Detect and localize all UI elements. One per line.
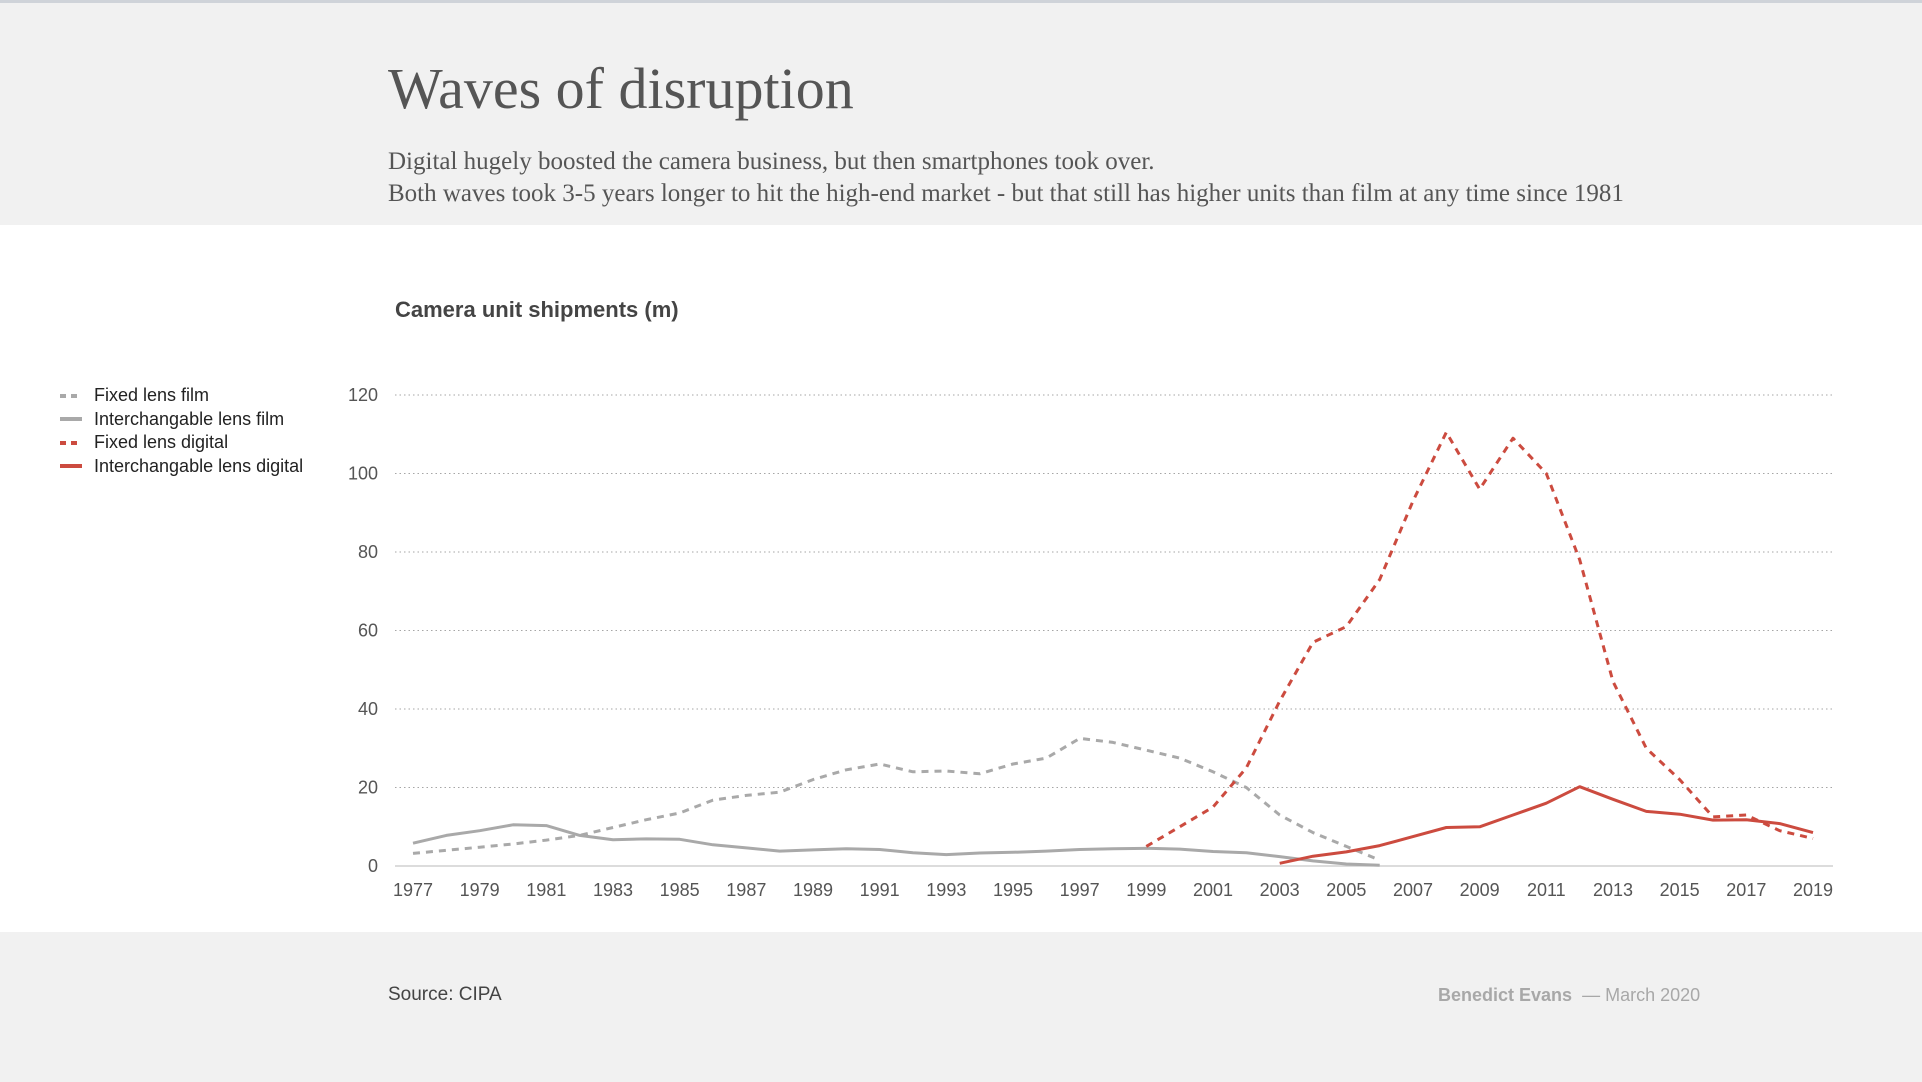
x-tick-label-2017: 2017: [1726, 880, 1766, 900]
legend-item: Fixed lens film: [60, 384, 303, 408]
subtitle-line-1: Digital hugely boosted the camera busine…: [388, 148, 1155, 175]
x-tick-label-2009: 2009: [1460, 880, 1500, 900]
x-tick-label-2003: 2003: [1260, 880, 1300, 900]
x-tick-label-1979: 1979: [460, 880, 500, 900]
x-tick-label-1997: 1997: [1060, 880, 1100, 900]
y-tick-label-60: 60: [358, 621, 378, 641]
series-line-fixed-lens-film: [412, 736, 1381, 862]
x-tick-label-1993: 1993: [926, 880, 966, 900]
legend-item: Interchangable lens digital: [60, 455, 303, 479]
x-tick-label-2005: 2005: [1326, 880, 1366, 900]
y-tick-label-0: 0: [368, 856, 378, 876]
x-tick-label-1991: 1991: [860, 880, 900, 900]
legend-item: Fixed lens digital: [60, 431, 303, 455]
publish-date: — March 2020: [1582, 985, 1701, 1005]
x-tick-label-1977: 1977: [393, 880, 433, 900]
legend-label: Interchangable lens digital: [94, 455, 304, 476]
legend-label: Fixed lens digital: [94, 432, 229, 453]
credit: Benedict Evans — March 2020: [1438, 985, 1700, 1006]
series-line-fixed-lens-digital: [1145, 430, 1814, 848]
y-tick-label-20: 20: [358, 778, 378, 798]
author-name: Benedict Evans: [1438, 985, 1573, 1005]
header-band: Waves of disruption Digital hugely boost…: [0, 0, 1922, 225]
legend-swatch: [60, 417, 82, 422]
page-title: Waves of disruption: [388, 56, 854, 121]
legend-swatch: [60, 440, 82, 445]
x-tick-label-2001: 2001: [1193, 880, 1233, 900]
x-tick-label-1987: 1987: [726, 880, 766, 900]
legend-swatch: [60, 393, 82, 398]
source-note: Source: CIPA: [388, 984, 502, 1005]
x-tick-label-1999: 1999: [1126, 880, 1166, 900]
x-tick-label-1989: 1989: [793, 880, 833, 900]
x-tick-label-1995: 1995: [993, 880, 1033, 900]
y-tick-label-80: 80: [358, 542, 378, 562]
y-tick-label-40: 40: [358, 699, 378, 719]
x-tick-label-1981: 1981: [526, 880, 566, 900]
series-line-interchangable-lens-film: [412, 823, 1380, 867]
subtitle-line-2: Both waves took 3-5 years longer to hit …: [388, 180, 1624, 207]
legend-swatch: [60, 464, 82, 469]
legend-label: Interchangable lens film: [94, 408, 285, 429]
chart-legend: Fixed lens film Interchangable lens film F…: [60, 384, 303, 478]
page-subtitle: Digital hugely boosted the camera busine…: [388, 146, 1624, 210]
y-tick-label-120: 120: [348, 385, 378, 405]
y-tick-label-100: 100: [348, 464, 378, 484]
x-tick-label-1983: 1983: [593, 880, 633, 900]
x-tick-label-2013: 2013: [1593, 880, 1633, 900]
chart-title: Camera unit shipments (m): [395, 297, 679, 322]
series-line-interchangable-lens-digital: [1279, 785, 1814, 865]
x-tick-label-1985: 1985: [660, 880, 700, 900]
legend-item: Interchangable lens film: [60, 408, 303, 432]
x-tick-label-2019: 2019: [1793, 880, 1833, 900]
footer-band: [0, 932, 1922, 1082]
x-tick-label-2011: 2011: [1527, 880, 1566, 900]
x-tick-label-2015: 2015: [1660, 880, 1700, 900]
x-tick-label-2007: 2007: [1393, 880, 1433, 900]
legend-label: Fixed lens film: [94, 385, 210, 406]
